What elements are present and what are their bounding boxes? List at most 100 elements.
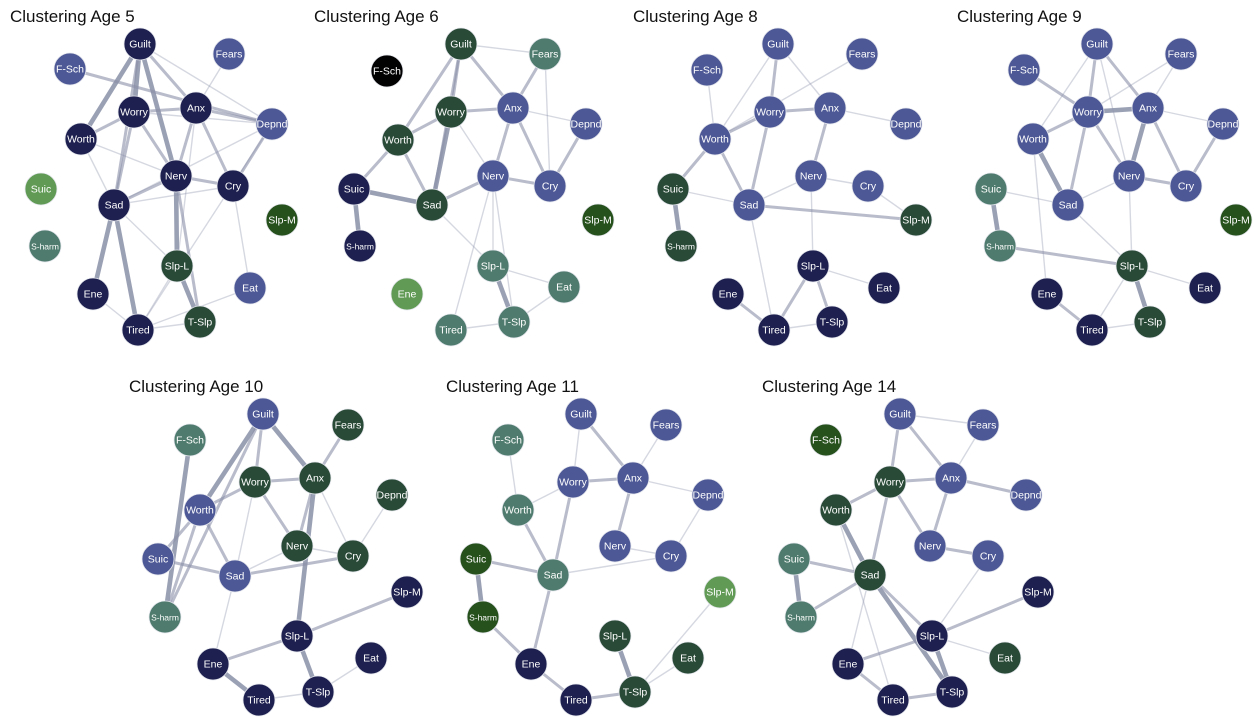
edge-guilt-worth — [714, 43, 779, 140]
node-label-worth: Worth — [701, 134, 729, 146]
node-circle-slp-m — [265, 203, 299, 237]
node-slp-m: Slp-M — [265, 203, 299, 237]
node-label-worth: Worth — [822, 505, 850, 517]
node-label-tired: Tired — [762, 325, 786, 337]
node-circle-guilt — [761, 27, 795, 61]
node-sad: Sad — [1051, 188, 1085, 222]
node-label-nerv: Nerv — [919, 541, 942, 553]
node-circle-anx — [496, 91, 530, 125]
node-cry: Cry — [971, 539, 1005, 573]
node-label-depnd: Depnd — [1011, 490, 1042, 502]
node-fears: Fears — [1164, 37, 1198, 71]
node-circle-sad — [536, 558, 570, 592]
node-anx: Anx — [934, 461, 968, 495]
node-circle-slp-l — [280, 619, 314, 653]
node-circle-slp-l — [160, 249, 194, 283]
node-suic: Suic — [656, 172, 690, 206]
node-circle-eat — [988, 641, 1022, 675]
node-anx: Anx — [616, 461, 650, 495]
node-circle-sad — [97, 188, 131, 222]
node-label-depnd: Depnd — [693, 490, 724, 502]
node-label-guilt: Guilt — [570, 409, 592, 421]
node-circle-cry — [654, 539, 688, 573]
node-circle-slp-l — [476, 249, 510, 283]
node-label-worry: Worry — [437, 107, 466, 119]
node-worth: Worth — [183, 493, 217, 527]
node-ene: Ene — [711, 277, 745, 311]
node-circle-t-slp — [618, 675, 652, 709]
node-label-fears: Fears — [532, 49, 559, 61]
node-label-f-sch: F-Sch — [812, 435, 840, 447]
node-circle-slp-m — [581, 203, 615, 237]
node-label-cry: Cry — [345, 551, 362, 563]
node-circle-worry — [753, 95, 787, 129]
node-label-guilt: Guilt — [1086, 39, 1108, 51]
node-label-worth: Worth — [186, 505, 214, 517]
node-circle-s-harm — [983, 229, 1017, 263]
node-label-ene: Ene — [204, 659, 223, 671]
node-label-t-slp: T-Slp — [940, 687, 965, 699]
panel-title-age-9: Clustering Age 9 — [957, 7, 1082, 26]
node-worth: Worth — [64, 122, 98, 156]
edge-guilt-worth — [197, 411, 266, 513]
node-circle-worth — [501, 493, 535, 527]
node-circle-f-sch — [53, 52, 87, 86]
node-worry: Worry — [117, 95, 151, 129]
node-circle-anx — [179, 91, 213, 125]
node-label-worry: Worry — [876, 477, 905, 489]
node-depnd: Depnd — [375, 478, 409, 512]
node-label-sad: Sad — [105, 200, 124, 212]
node-label-sad: Sad — [861, 570, 880, 582]
node-eat: Eat — [354, 641, 388, 675]
node-f-sch: F-Sch — [1007, 53, 1041, 87]
network-panel-3: Guilt Fears F-Sch Worry Anx Depnd Worth Nerv Cry… — [656, 27, 933, 347]
network-panel-2: Guilt Fears F-Sch Worry Anx Depnd Worth Nerv Cry… — [337, 27, 615, 347]
node-cry: Cry — [533, 169, 567, 203]
node-circle-anx — [1131, 91, 1165, 125]
node-label-ene: Ene — [522, 659, 541, 671]
node-circle-cry — [1169, 169, 1203, 203]
node-circle-fears — [1164, 37, 1198, 71]
node-tired: Tired — [121, 313, 155, 347]
node-circle-suic — [777, 542, 811, 576]
node-circle-cry — [971, 539, 1005, 573]
node-s-harm: S-harm — [983, 229, 1017, 263]
panel-title-age-5: Clustering Age 5 — [10, 7, 135, 26]
panel-title-age-6: Clustering Age 6 — [314, 7, 439, 26]
node-s-harm: S-harm — [148, 600, 182, 634]
node-circle-slp-l — [796, 249, 830, 283]
node-cry: Cry — [1169, 169, 1203, 203]
node-fears: Fears — [331, 408, 365, 442]
node-label-anx: Anx — [1139, 103, 1158, 115]
node-label-sad: Sad — [226, 571, 245, 583]
node-circle-guilt — [123, 27, 157, 61]
node-label-suic: Suic — [344, 184, 364, 196]
node-worth: Worth — [819, 493, 853, 527]
node-s-harm: S-harm — [466, 600, 500, 634]
node-circle-depnd — [255, 107, 289, 141]
node-label-cry: Cry — [980, 551, 997, 563]
node-label-eat: Eat — [556, 282, 572, 294]
node-worth: Worth — [501, 493, 535, 527]
edge-sad-t-slp — [867, 572, 955, 695]
node-circle-anx — [934, 461, 968, 495]
node-worry: Worry — [873, 465, 907, 499]
node-tired: Tired — [1075, 313, 1109, 347]
node-circle-depnd — [889, 107, 923, 141]
node-circle-s-harm — [466, 600, 500, 634]
node-slp-l: Slp-L — [1115, 249, 1149, 283]
node-label-tired: Tired — [126, 325, 150, 337]
node-eat: Eat — [547, 270, 581, 304]
node-circle-eat — [867, 271, 901, 305]
node-worth: Worth — [381, 123, 415, 157]
edge-f-sch-depnd — [68, 67, 274, 126]
node-f-sch: F-Sch — [690, 53, 724, 87]
node-worth: Worth — [698, 122, 732, 156]
node-label-guilt: Guilt — [129, 39, 151, 51]
node-sad: Sad — [218, 559, 252, 593]
edge-worth-ene — [1032, 138, 1048, 295]
node-f-sch: F-Sch — [173, 423, 207, 457]
node-label-t-slp: T-Slp — [188, 317, 213, 329]
node-circle-fears — [845, 37, 879, 71]
node-label-sad: Sad — [544, 570, 563, 582]
